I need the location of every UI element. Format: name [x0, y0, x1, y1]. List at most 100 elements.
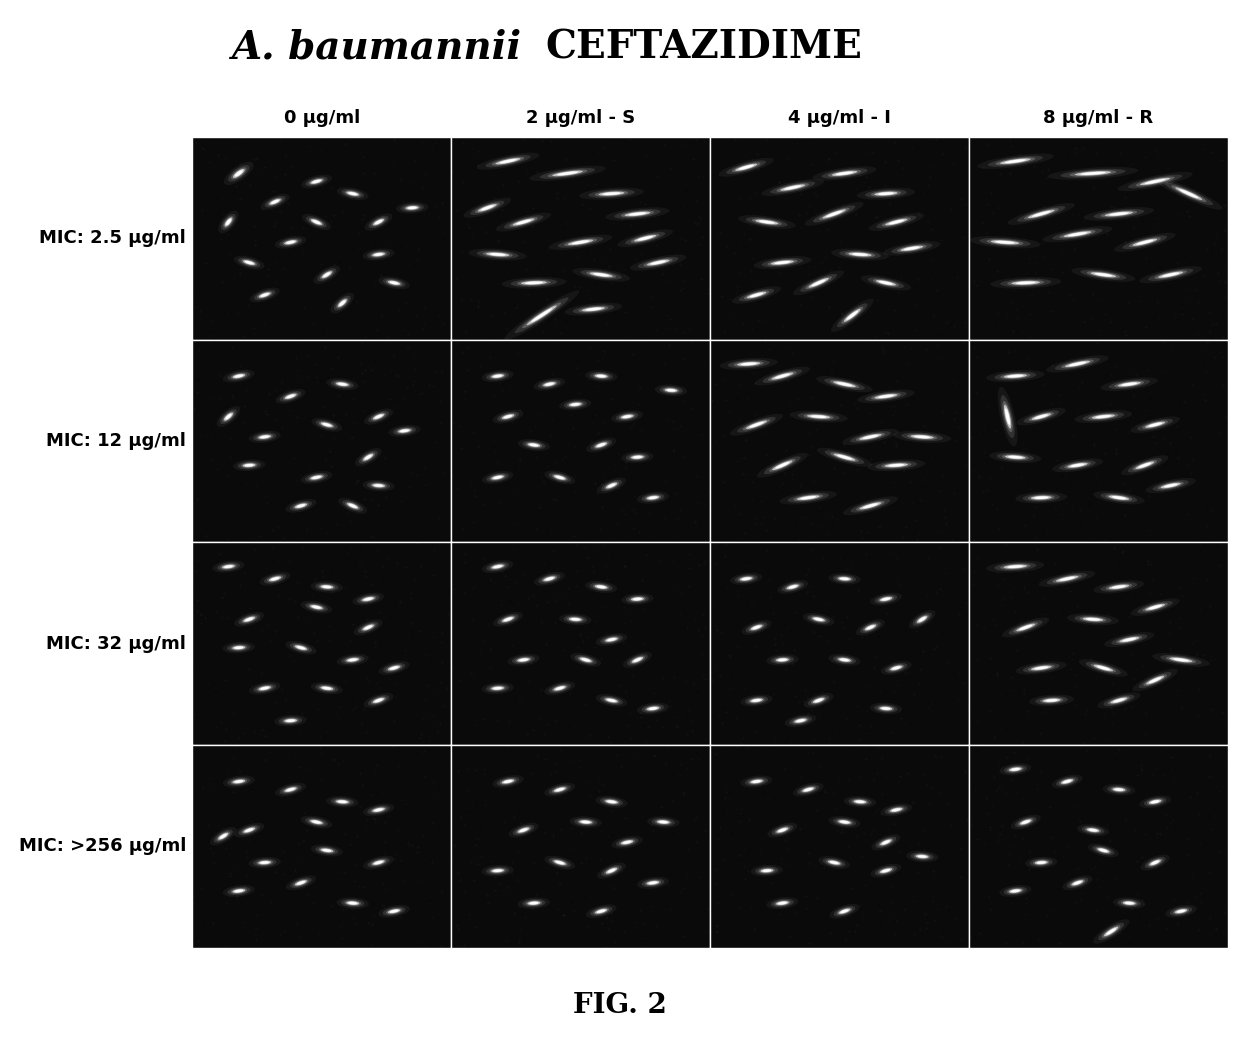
Ellipse shape	[231, 644, 247, 651]
Ellipse shape	[1053, 575, 1081, 583]
Ellipse shape	[859, 502, 882, 510]
Ellipse shape	[346, 901, 360, 906]
Ellipse shape	[851, 431, 890, 442]
Ellipse shape	[650, 260, 666, 264]
Ellipse shape	[598, 862, 626, 878]
Ellipse shape	[753, 625, 760, 630]
Ellipse shape	[286, 241, 295, 244]
Ellipse shape	[1102, 926, 1121, 938]
Ellipse shape	[641, 494, 665, 502]
Ellipse shape	[388, 665, 401, 671]
Ellipse shape	[320, 687, 334, 691]
Ellipse shape	[601, 480, 622, 492]
Ellipse shape	[559, 399, 591, 411]
Ellipse shape	[222, 564, 234, 569]
Ellipse shape	[1008, 620, 1043, 635]
Ellipse shape	[1112, 585, 1126, 589]
Ellipse shape	[518, 439, 549, 451]
Ellipse shape	[1109, 379, 1149, 390]
Ellipse shape	[818, 207, 849, 220]
Ellipse shape	[346, 192, 358, 196]
Ellipse shape	[774, 657, 791, 662]
Ellipse shape	[603, 193, 620, 195]
Ellipse shape	[311, 682, 342, 694]
Ellipse shape	[595, 374, 608, 378]
Ellipse shape	[404, 205, 420, 211]
Ellipse shape	[893, 431, 951, 443]
Ellipse shape	[647, 816, 680, 828]
Ellipse shape	[904, 246, 920, 251]
Ellipse shape	[396, 202, 428, 214]
Ellipse shape	[372, 808, 384, 812]
Ellipse shape	[286, 719, 295, 722]
Ellipse shape	[800, 786, 816, 793]
Ellipse shape	[621, 593, 653, 604]
Ellipse shape	[1068, 232, 1087, 236]
Ellipse shape	[1017, 408, 1065, 425]
Ellipse shape	[1034, 860, 1048, 865]
Ellipse shape	[1179, 190, 1198, 198]
Ellipse shape	[337, 299, 347, 307]
Ellipse shape	[326, 796, 358, 808]
Ellipse shape	[301, 471, 332, 483]
Ellipse shape	[878, 395, 894, 398]
Ellipse shape	[595, 442, 608, 448]
Ellipse shape	[740, 577, 753, 581]
Ellipse shape	[611, 411, 644, 422]
Ellipse shape	[777, 580, 808, 594]
Ellipse shape	[1059, 230, 1096, 238]
Ellipse shape	[818, 856, 849, 869]
Ellipse shape	[763, 870, 771, 872]
Ellipse shape	[1169, 907, 1193, 916]
Ellipse shape	[469, 249, 527, 260]
Ellipse shape	[579, 187, 644, 200]
Ellipse shape	[1045, 699, 1058, 701]
Ellipse shape	[1028, 210, 1055, 218]
Ellipse shape	[346, 658, 360, 662]
Ellipse shape	[808, 278, 828, 287]
Ellipse shape	[491, 564, 503, 569]
Ellipse shape	[914, 436, 930, 438]
Ellipse shape	[482, 560, 513, 573]
Ellipse shape	[1064, 232, 1091, 237]
Ellipse shape	[1056, 776, 1079, 787]
Ellipse shape	[574, 818, 598, 827]
Ellipse shape	[768, 259, 797, 266]
Ellipse shape	[1146, 603, 1164, 611]
Ellipse shape	[861, 275, 911, 291]
Ellipse shape	[1173, 908, 1189, 914]
Text: FIG. 2: FIG. 2	[573, 992, 667, 1019]
Ellipse shape	[503, 415, 512, 418]
Ellipse shape	[879, 281, 893, 284]
Ellipse shape	[497, 412, 520, 421]
Ellipse shape	[832, 171, 857, 176]
Ellipse shape	[253, 683, 277, 693]
Ellipse shape	[374, 253, 383, 256]
Ellipse shape	[1091, 414, 1115, 419]
Ellipse shape	[257, 859, 273, 866]
Ellipse shape	[260, 687, 269, 690]
Ellipse shape	[319, 686, 335, 692]
Ellipse shape	[593, 908, 609, 915]
Ellipse shape	[505, 291, 579, 340]
Text: 0 μg/ml: 0 μg/ml	[284, 108, 360, 127]
Ellipse shape	[548, 170, 588, 177]
Ellipse shape	[629, 213, 646, 216]
Ellipse shape	[811, 616, 827, 622]
Ellipse shape	[355, 448, 382, 466]
Ellipse shape	[284, 719, 298, 722]
Ellipse shape	[542, 575, 558, 582]
Ellipse shape	[316, 420, 337, 430]
Ellipse shape	[503, 617, 512, 621]
Ellipse shape	[875, 280, 897, 285]
Ellipse shape	[553, 475, 565, 480]
Ellipse shape	[789, 585, 797, 589]
Ellipse shape	[500, 413, 516, 420]
Ellipse shape	[615, 412, 639, 421]
Ellipse shape	[996, 157, 1035, 165]
Ellipse shape	[315, 847, 339, 855]
Ellipse shape	[322, 849, 331, 852]
Ellipse shape	[837, 455, 852, 460]
Ellipse shape	[977, 154, 1054, 168]
Ellipse shape	[1141, 855, 1169, 871]
